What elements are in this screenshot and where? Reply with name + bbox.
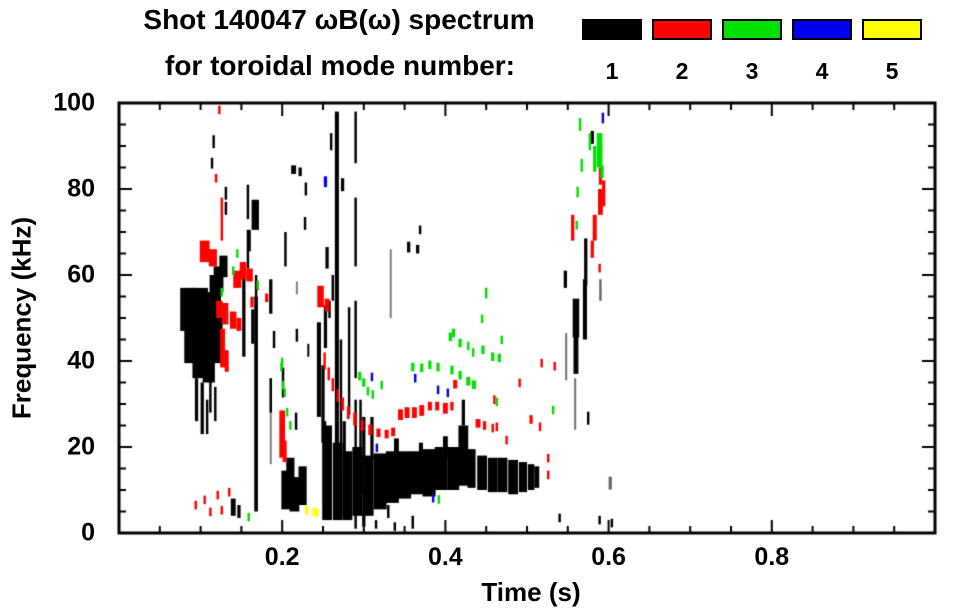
legend-label-mode-4: 4 (815, 58, 829, 84)
legend-swatch-mode-2 (652, 19, 712, 40)
legend-label-mode-3: 3 (745, 58, 759, 84)
x-axis-label: Time (s) (481, 577, 581, 607)
y-tick-label-0: 0 (81, 518, 95, 547)
y-axis-label: Frequency (kHz) (6, 216, 37, 420)
y-tick-label-100: 100 (53, 88, 95, 117)
x-tick-label-0.4: 0.4 (428, 543, 463, 571)
x-tick-label-0.8: 0.8 (754, 543, 790, 571)
legend-label-mode-2: 2 (675, 58, 689, 84)
y-tick-label-40: 40 (67, 346, 95, 375)
legend-label-mode-1: 1 (605, 58, 619, 84)
legend-swatch-mode-3 (722, 19, 782, 40)
y-tick-label-60: 60 (67, 260, 95, 289)
x-tick-label-0.2: 0.2 (264, 543, 300, 571)
legend-label-mode-5: 5 (885, 58, 899, 84)
y-tick-label-80: 80 (67, 174, 95, 203)
x-tick-label-0.6: 0.6 (591, 543, 626, 571)
figure-title-line1: Shot 140047 ωB(ω) spectrum (143, 4, 535, 35)
legend-swatch-mode-4 (792, 19, 852, 40)
figure-title-line2: for toroidal mode number: (165, 50, 515, 81)
y-tick-label-20: 20 (67, 432, 95, 461)
legend-swatch-mode-5 (862, 19, 922, 40)
legend-swatch-mode-1 (582, 19, 642, 40)
